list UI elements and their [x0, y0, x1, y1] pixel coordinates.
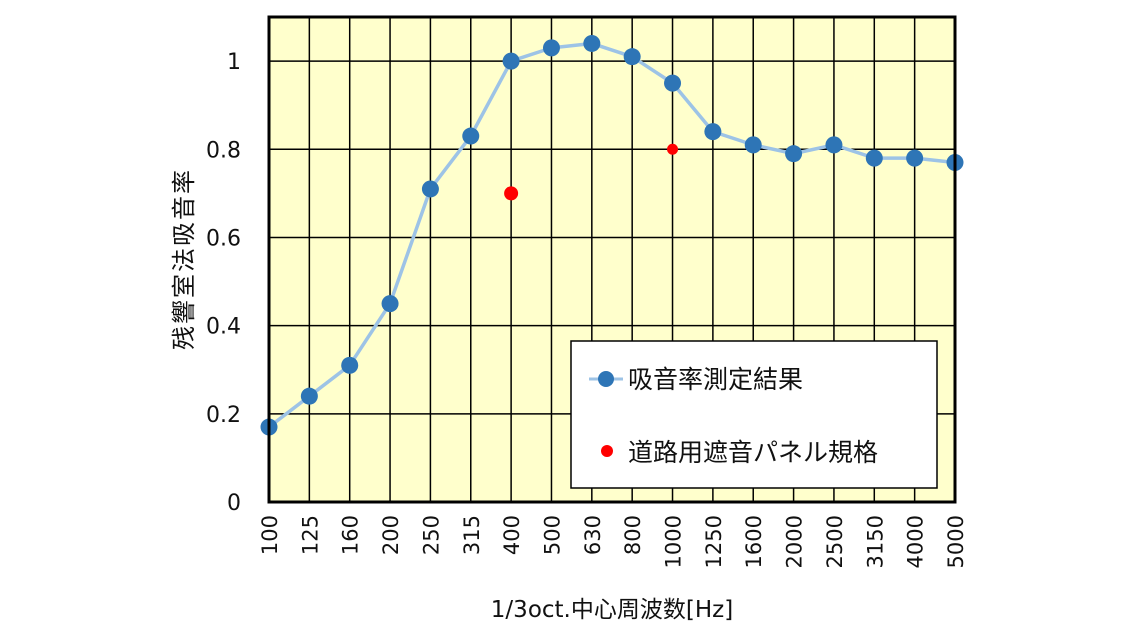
legend-label-standard: 道路用遮音パネル規格 — [628, 438, 878, 467]
x-tick-label: 160 — [339, 515, 363, 555]
y-axis-title: 残響室法吸音率 — [170, 168, 198, 350]
x-tick-label: 250 — [419, 515, 443, 555]
x-axis-title: 1/3oct.中心周波数[Hz] — [491, 597, 733, 623]
x-tick-label: 1600 — [742, 515, 766, 568]
measured-data-point — [542, 39, 560, 57]
x-tick-label: 1000 — [662, 515, 686, 568]
x-tick-label: 4000 — [904, 515, 928, 568]
measured-data-point — [623, 48, 641, 66]
x-tick-label: 5000 — [944, 515, 968, 568]
measured-data-point — [300, 387, 318, 405]
measured-data-point — [462, 127, 480, 145]
measured-data-point — [865, 149, 883, 167]
measured-data-point — [341, 356, 359, 374]
y-axis-ticks: 0 0.2 0.4 0.6 0.8 1 — [206, 50, 241, 516]
standard-series — [504, 143, 679, 201]
x-tick-label: 125 — [298, 515, 322, 555]
y-tick-label: 1 — [227, 50, 241, 75]
x-axis-ticks: 100 125 160 200 250 315 400 500 630 800 1000 1250 16… — [258, 515, 968, 568]
measured-data-point — [502, 52, 520, 70]
x-tick-label: 3150 — [863, 515, 887, 568]
measured-data-point — [583, 34, 601, 52]
legend-item-measured: 吸音率測定結果 — [589, 365, 803, 394]
x-tick-label: 2500 — [823, 515, 847, 568]
blue-circle-marker-icon — [598, 371, 614, 387]
legend-box — [570, 340, 938, 489]
y-tick-label: 0.4 — [206, 315, 241, 340]
x-tick-label: 100 — [258, 515, 282, 555]
measured-data-point — [704, 123, 722, 141]
standard-data-point — [667, 143, 679, 155]
measured-data-point — [664, 74, 682, 92]
y-tick-label: 0.8 — [206, 138, 241, 163]
standard-data-point — [504, 186, 519, 201]
measured-data-point — [906, 149, 924, 167]
measured-data-point — [421, 180, 439, 198]
legend: 吸音率測定結果 道路用遮音パネル規格 — [570, 340, 938, 489]
x-tick-label: 630 — [581, 515, 605, 555]
y-tick-label: 0 — [227, 491, 241, 516]
measured-data-point — [825, 136, 843, 154]
x-tick-label: 200 — [379, 515, 403, 555]
y-tick-label: 0.6 — [206, 226, 241, 251]
plot-border — [267, 15, 957, 504]
x-tick-label: 500 — [540, 515, 564, 555]
x-tick-label: 400 — [500, 515, 524, 555]
measured-data-point — [785, 145, 803, 163]
x-tick-label: 800 — [621, 515, 645, 555]
red-dot-marker-icon — [601, 445, 613, 457]
measured-series — [260, 34, 964, 436]
x-tick-label: 315 — [460, 515, 484, 555]
measured-data-point — [381, 295, 399, 313]
legend-label-measured: 吸音率測定結果 — [628, 365, 803, 394]
legend-item-standard: 道路用遮音パネル規格 — [601, 438, 878, 467]
y-tick-label: 0.2 — [206, 403, 241, 428]
measured-data-point — [744, 136, 762, 154]
x-tick-label: 2000 — [783, 515, 807, 568]
x-tick-label: 1250 — [702, 515, 726, 568]
